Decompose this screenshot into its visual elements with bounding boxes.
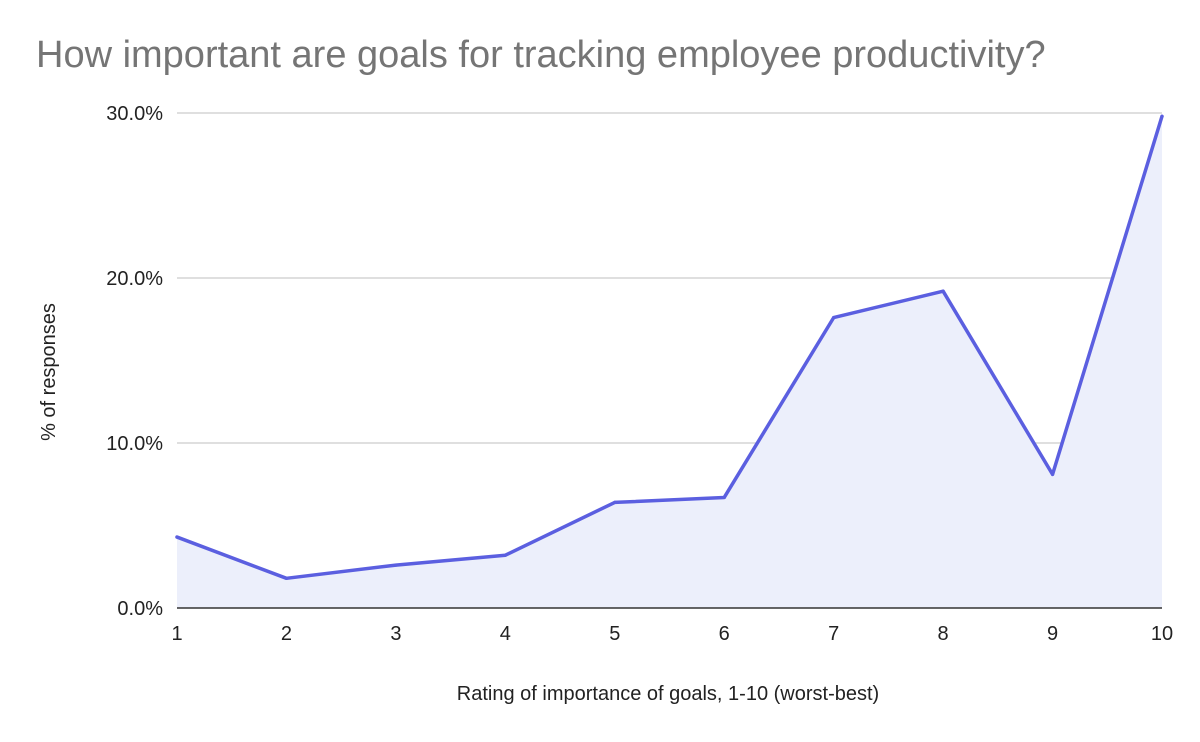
y-axis-ticks: 0.0% 10.0% 20.0% 30.0%: [106, 103, 163, 620]
x-tick-label: 3: [390, 623, 401, 645]
series-line: [175, 114, 1164, 581]
data-point: [175, 535, 179, 539]
line-layer: [175, 114, 1164, 581]
series-area: [177, 116, 1162, 609]
y-tick-label: 30.0%: [106, 103, 163, 125]
data-point: [613, 500, 617, 504]
data-point: [722, 495, 726, 500]
x-tick-label: 9: [1047, 623, 1058, 645]
x-tick-label: 10: [1151, 623, 1173, 645]
y-tick-label: 0.0%: [117, 598, 163, 620]
chart-title: How important are goals for tracking emp…: [36, 34, 1046, 76]
area-layer: [177, 116, 1162, 609]
data-point: [503, 553, 507, 557]
data-point: [941, 289, 945, 293]
x-tick-label: 6: [719, 623, 730, 645]
data-point: [394, 563, 398, 567]
gridlines: [177, 112, 1162, 444]
x-tick-label: 4: [500, 623, 511, 645]
x-tick-label: 1: [171, 623, 182, 645]
x-axis-label: Rating of importance of goals, 1-10 (wor…: [457, 683, 879, 705]
x-tick-label: 5: [609, 623, 620, 645]
x-tick-label: 8: [938, 623, 949, 645]
x-axis-ticks: 1 2 3 4 5 6 7 8 9 10: [171, 623, 1173, 645]
y-tick-label: 20.0%: [106, 268, 163, 290]
data-point: [832, 316, 836, 320]
data-point: [1160, 114, 1164, 118]
data-point: [1050, 472, 1055, 476]
x-tick-label: 7: [828, 623, 839, 645]
data-point: [284, 576, 289, 580]
x-tick-label: 2: [281, 623, 292, 645]
y-tick-label: 10.0%: [106, 433, 163, 455]
y-axis-label: % of responses: [38, 303, 60, 441]
